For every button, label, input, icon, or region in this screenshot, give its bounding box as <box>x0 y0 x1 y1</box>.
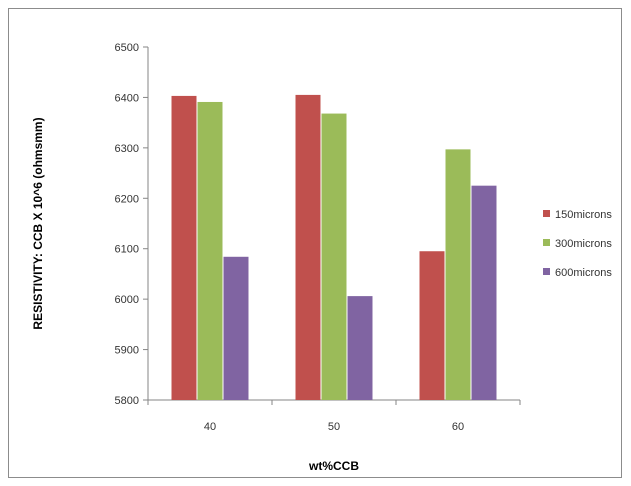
bar-600microns-50 <box>347 296 373 400</box>
y-axis-title: RESISTIVITY: CCB X 10^6 (ohmsmm) <box>31 117 45 329</box>
bar-300microns-40 <box>197 101 223 401</box>
y-tick-label: 5800 <box>115 395 139 407</box>
legend-swatch <box>543 268 550 275</box>
bar-150microns-50 <box>295 94 321 401</box>
legend-label: 300microns <box>555 238 612 250</box>
bar-150microns-60 <box>419 251 445 400</box>
bars <box>171 94 497 401</box>
y-tick-label: 6400 <box>115 92 139 104</box>
bar-600microns-60 <box>471 185 497 400</box>
x-tick-label: 40 <box>204 421 216 433</box>
x-ticks: 40 50 60 <box>147 400 521 433</box>
x-tick-label: 50 <box>328 421 340 433</box>
x-axis-title: wt%CCB <box>308 459 359 473</box>
bar-150microns-40 <box>171 95 197 400</box>
legend-swatch <box>543 239 550 246</box>
legend-swatch <box>543 210 550 217</box>
y-tick-label: 6500 <box>115 42 139 54</box>
bar-300microns-60 <box>445 149 471 400</box>
y-ticks: 5800 5900 6000 6100 6200 6300 6400 6500 <box>115 42 148 407</box>
y-tick-label: 6100 <box>115 244 139 256</box>
y-tick-label: 6000 <box>115 294 139 306</box>
legend-label: 150microns <box>555 209 612 221</box>
legend-label: 600microns <box>555 267 612 279</box>
y-tick-label: 6200 <box>115 193 139 205</box>
bar-300microns-50 <box>321 113 347 401</box>
y-tick-label: 5900 <box>115 345 139 357</box>
x-tick-label: 60 <box>452 421 464 433</box>
legend: 150microns 300microns 600microns <box>543 209 612 279</box>
y-tick-label: 6300 <box>115 143 139 155</box>
bar-600microns-40 <box>223 256 249 400</box>
